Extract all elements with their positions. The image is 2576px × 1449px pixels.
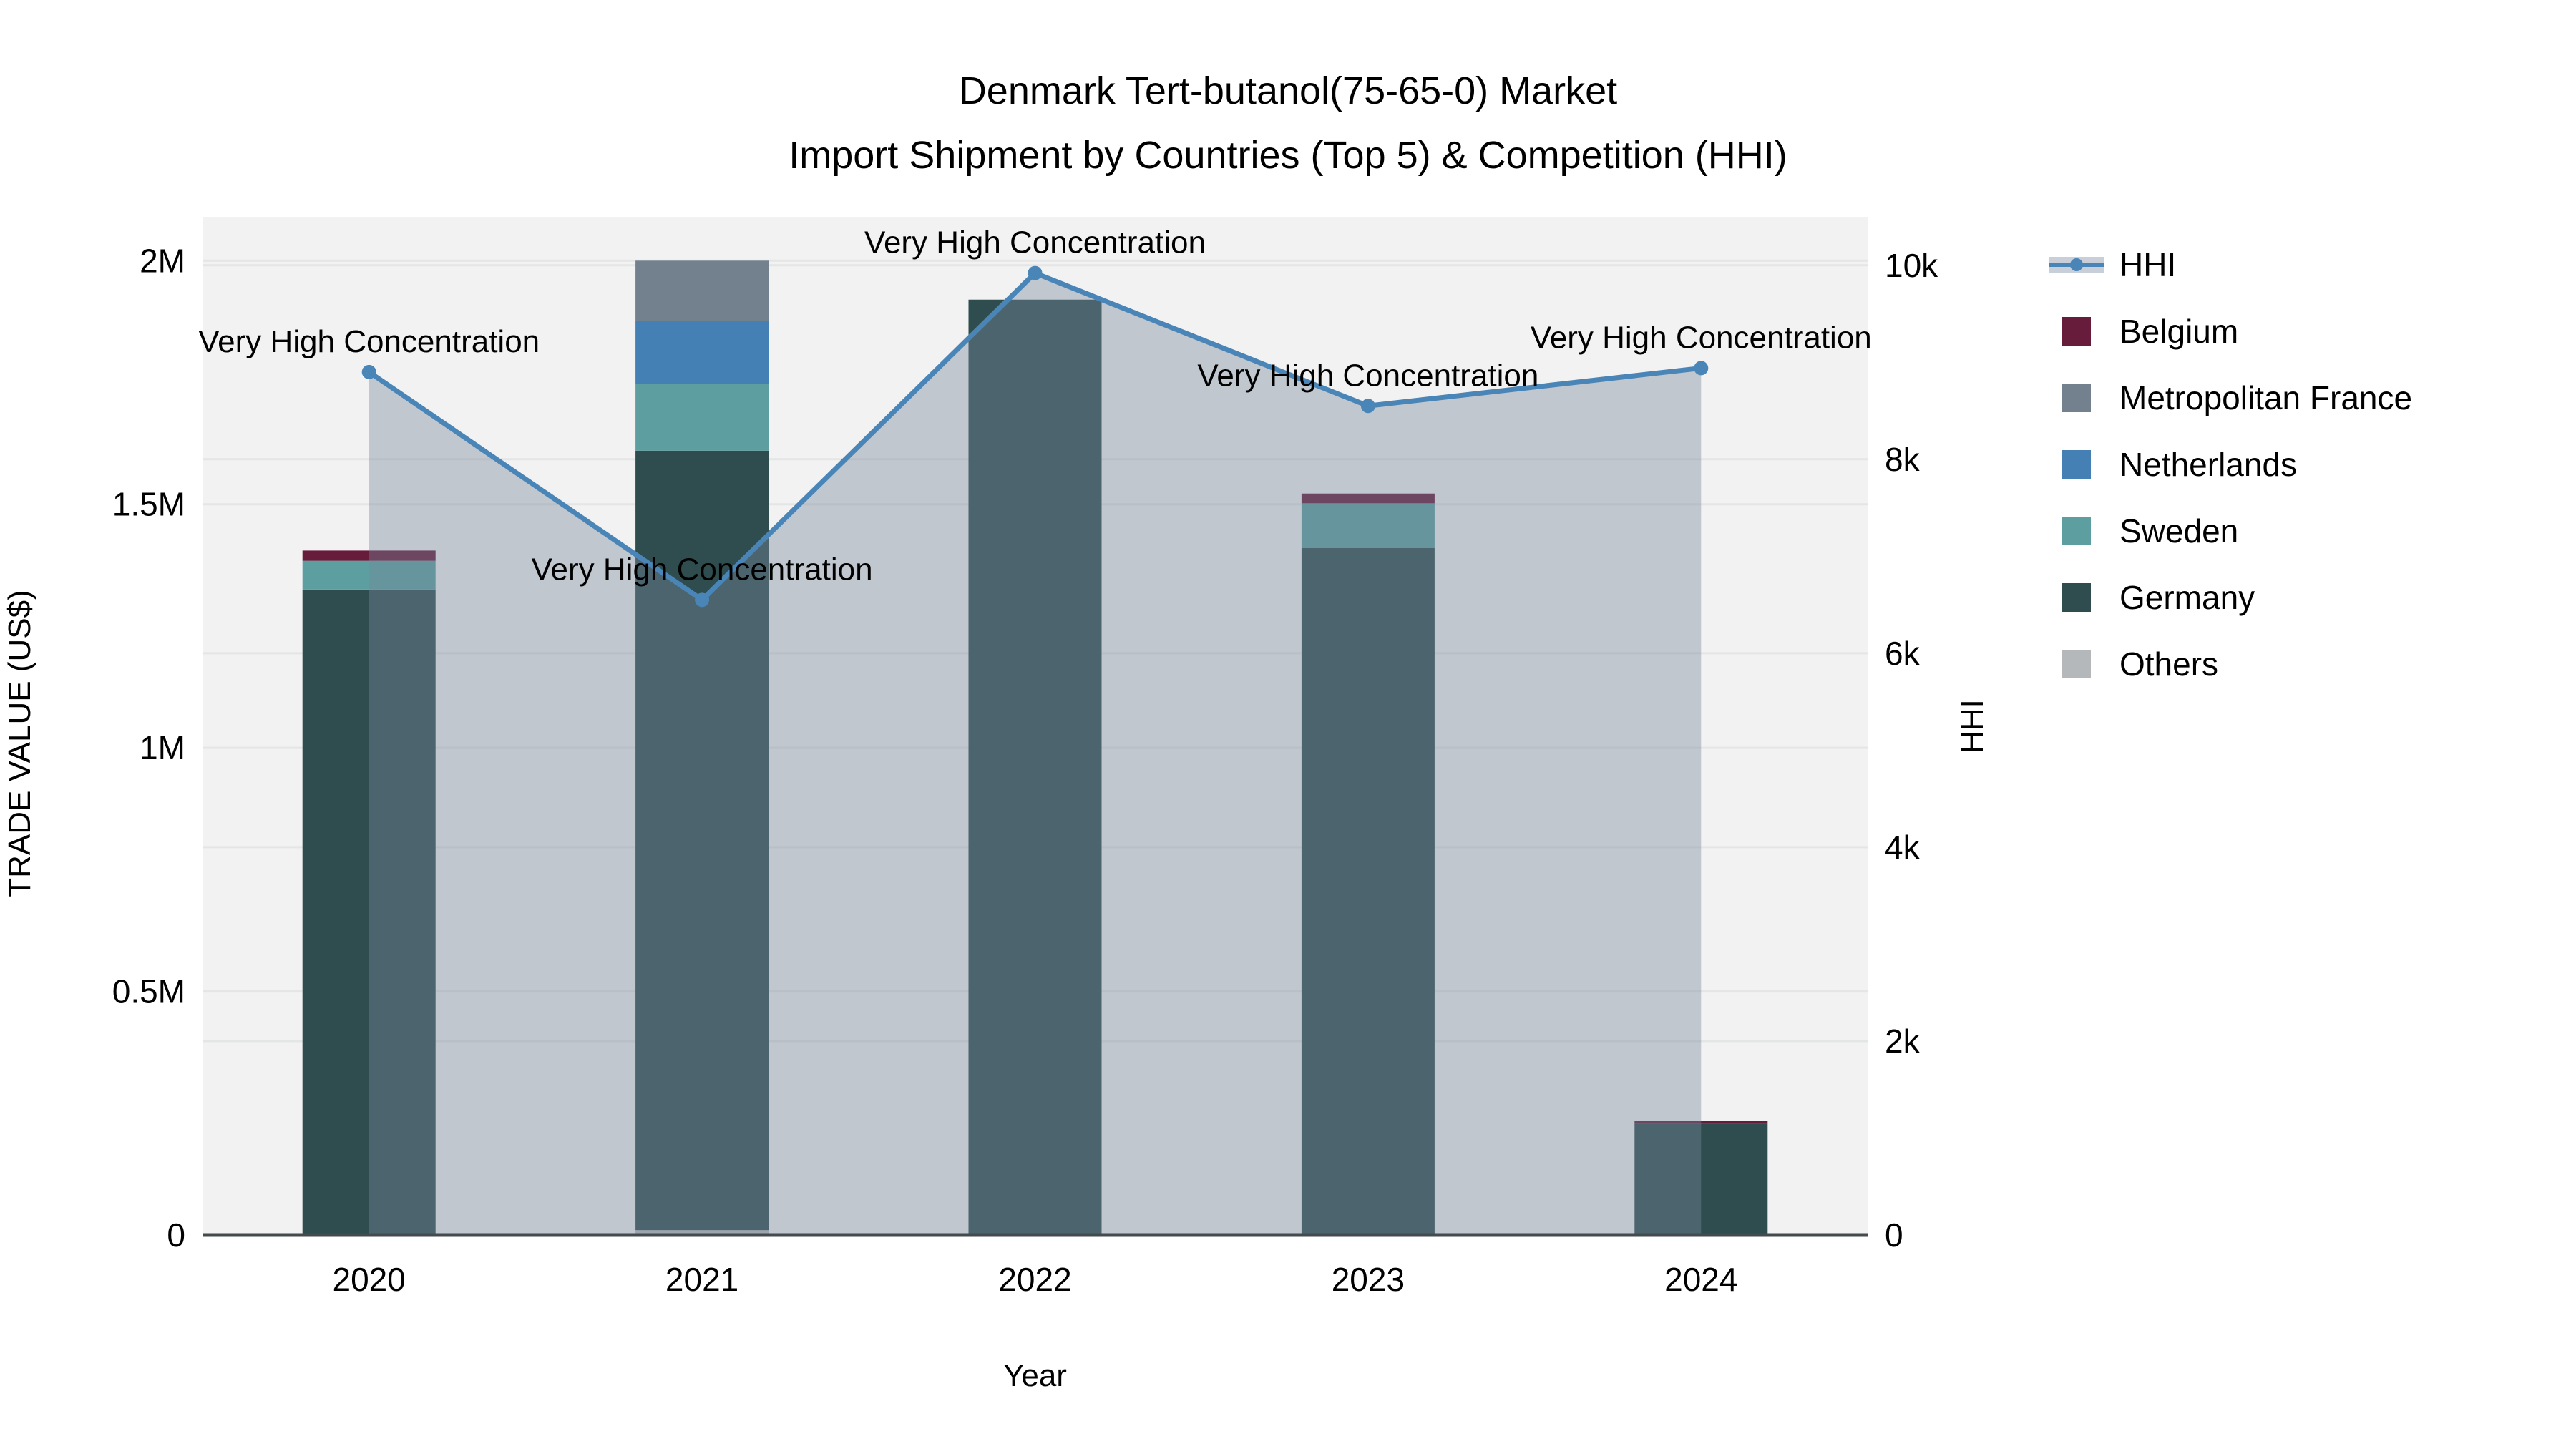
x-axis-tick-2023: 2023 <box>1332 1261 1405 1298</box>
legend-swatch-icon <box>2049 383 2104 412</box>
legend-item-others[interactable]: Others <box>2049 630 2412 697</box>
left-axis-tick: 1.5M <box>112 486 185 523</box>
legend-item-belgium[interactable]: Belgium <box>2049 298 2412 364</box>
hhi-point-2024[interactable] <box>1694 361 1709 376</box>
right-axis-tick: 6k <box>1885 635 1921 672</box>
y-axis-title-right: HHI <box>1955 699 1990 753</box>
bar-segment-germany-2020[interactable] <box>302 589 436 1235</box>
legend-swatch-icon <box>2049 516 2104 545</box>
legend-label: HHI <box>2119 245 2177 283</box>
left-axis-tick: 1M <box>140 729 185 766</box>
annotation-2024: Very High Concentration <box>1531 320 1872 355</box>
legend-label: Others <box>2119 645 2219 683</box>
legend-swatch-icon <box>2049 449 2104 479</box>
legend-label: Belgium <box>2119 312 2239 350</box>
legend-label: Netherlands <box>2119 445 2298 483</box>
hhi-area-fill <box>369 273 1702 1236</box>
hhi-point-2021[interactable] <box>695 592 710 608</box>
chart-title-line2: Import Shipment by Countries (Top 5) & C… <box>789 134 1787 177</box>
bar-segment-belgium-2023[interactable] <box>1301 493 1435 504</box>
legend-swatch-icon <box>2049 316 2104 346</box>
legend-item-metropolitan-france[interactable]: Metropolitan France <box>2049 364 2412 431</box>
right-axis-tick: 4k <box>1885 829 1921 866</box>
legend: HHI Belgium Metropolitan France Netherlands… <box>2049 231 2412 697</box>
x-axis-tick-2021: 2021 <box>665 1261 738 1298</box>
bar-segment-sweden-2020[interactable] <box>302 560 436 590</box>
legend-label: Metropolitan France <box>2119 379 2413 416</box>
bar-segment-belgium-2020[interactable] <box>302 550 436 561</box>
legend-item-netherlands[interactable]: Netherlands <box>2049 431 2412 497</box>
legend-swatch-icon <box>2049 649 2104 678</box>
bar-segment-sweden-2021[interactable] <box>635 384 769 451</box>
bar-segment-metropolitan-france-2021[interactable] <box>635 260 769 321</box>
annotation-2022: Very High Concentration <box>864 225 1206 260</box>
hhi-point-2023[interactable] <box>1360 399 1375 414</box>
annotation-2021: Very High Concentration <box>532 552 873 587</box>
left-axis-tick: 2M <box>140 242 185 279</box>
left-axis-tick: 0.5M <box>112 973 185 1010</box>
bar-segment-others-2021[interactable] <box>635 1230 769 1235</box>
right-axis-tick: 2k <box>1885 1023 1921 1060</box>
legend-label: Germany <box>2119 578 2255 616</box>
bar-segment-belgium-2024[interactable] <box>1634 1121 1768 1124</box>
x-axis-title: Year <box>1003 1358 1067 1393</box>
hhi-point-2022[interactable] <box>1028 265 1043 280</box>
x-axis-tick-2020: 2020 <box>333 1261 406 1298</box>
bar-segment-netherlands-2021[interactable] <box>635 321 769 384</box>
annotation-2023: Very High Concentration <box>1197 358 1538 393</box>
bar-segment-sweden-2023[interactable] <box>1301 503 1435 548</box>
hhi-line-icon <box>2049 256 2104 273</box>
bar-segment-germany-2024[interactable] <box>1634 1123 1768 1235</box>
legend-item-germany[interactable]: Germany <box>2049 564 2412 630</box>
chart-title-line1: Denmark Tert-butanol(75-65-0) Market <box>958 69 1618 112</box>
right-axis-tick: 0 <box>1885 1216 1903 1254</box>
x-axis-tick-2022: 2022 <box>998 1261 1071 1298</box>
annotation-2020: Very High Concentration <box>198 324 540 359</box>
right-axis-tick: 10k <box>1885 247 1938 284</box>
bar-segment-germany-2021[interactable] <box>635 450 769 1231</box>
hhi-point-2020[interactable] <box>361 364 376 379</box>
legend-item-sweden[interactable]: Sweden <box>2049 497 2412 564</box>
left-axis-tick: 0 <box>167 1216 185 1254</box>
legend-label: Sweden <box>2119 512 2239 550</box>
right-axis-tick: 8k <box>1885 441 1921 478</box>
legend-swatch-icon <box>2049 582 2104 612</box>
x-axis-tick-2024: 2024 <box>1664 1261 1737 1298</box>
bar-segment-germany-2023[interactable] <box>1301 547 1435 1235</box>
legend-item-hhi[interactable]: HHI <box>2049 231 2412 298</box>
chart-title: Denmark Tert-butanol(75-65-0) Market Imp… <box>0 59 2576 187</box>
bar-segment-germany-2022[interactable] <box>968 299 1102 1236</box>
y-axis-title-left: TRADE VALUE (US$) <box>2 590 37 897</box>
